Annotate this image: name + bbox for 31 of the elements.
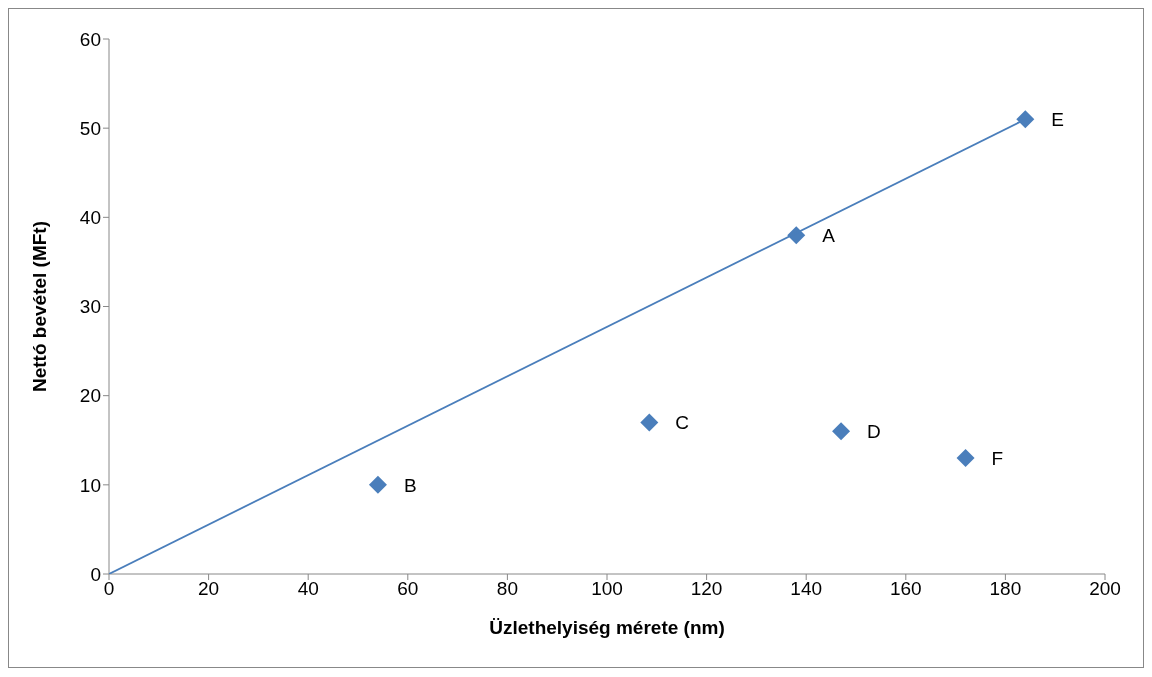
annotation: E xyxy=(1051,109,1065,131)
y-tick-label: 20 xyxy=(79,385,101,407)
point xyxy=(956,449,975,468)
x-axis-title: Üzlethelyiség mérete (nm) xyxy=(489,617,725,638)
x-tick-label: 100 xyxy=(591,578,623,600)
annotation: F xyxy=(991,448,1004,470)
x-tick-label: 40 xyxy=(297,578,319,600)
y-tick-label: 10 xyxy=(79,474,101,496)
x-tick-label: 20 xyxy=(198,578,220,600)
x-tick-label: 80 xyxy=(496,578,518,600)
y-axis-title: Nettó bevétel (MFt) xyxy=(28,221,50,392)
annotation: D xyxy=(867,421,881,443)
y-tick-label: 40 xyxy=(79,207,101,229)
y-tick-label: 30 xyxy=(79,296,101,318)
point xyxy=(368,475,387,494)
y-tick-label: 0 xyxy=(90,563,101,585)
annotation: B xyxy=(403,474,417,496)
x-tick-label: 60 xyxy=(397,578,419,600)
y-tick-label: 60 xyxy=(79,28,101,50)
x-tick-label: 120 xyxy=(690,578,723,600)
x-tick-label: 140 xyxy=(790,578,823,600)
y-tick-label: 50 xyxy=(79,117,101,139)
annotation: A xyxy=(822,225,836,247)
point xyxy=(832,422,851,441)
x-tick-label: 0 xyxy=(103,578,115,600)
x-tick-label: 180 xyxy=(989,578,1022,600)
annotation: C xyxy=(675,412,690,434)
x-tick-label: 200 xyxy=(1089,578,1121,600)
x-tick-label: 160 xyxy=(889,578,922,600)
point xyxy=(640,413,659,432)
point xyxy=(1016,110,1035,129)
